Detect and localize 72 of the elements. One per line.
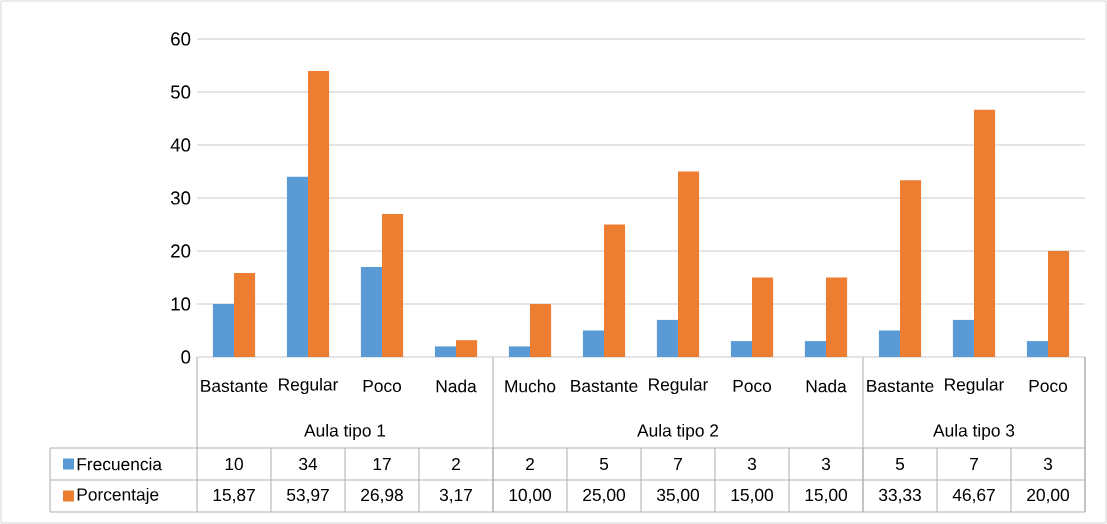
text: Aula tipo 1	[304, 423, 386, 441]
bar	[456, 340, 478, 357]
bar	[678, 171, 700, 357]
y-tick-label: 0	[181, 350, 191, 364]
x-tick-label: Poco	[1029, 379, 1068, 393]
bar	[826, 277, 848, 357]
bar	[1048, 250, 1070, 357]
data-label: 25,00	[583, 488, 626, 504]
x-tick-label: Regular	[279, 377, 339, 395]
data-label: 15,87	[213, 488, 255, 504]
bar	[952, 319, 974, 357]
bar	[508, 346, 531, 357]
x-tick-label: Bastante	[571, 379, 638, 393]
bar	[752, 277, 774, 357]
legend-label: Frecuencia	[77, 457, 163, 471]
data-label: 3	[1043, 457, 1053, 471]
y-tick-label: 50	[170, 85, 191, 99]
bar	[234, 272, 256, 357]
bar	[878, 330, 900, 357]
y-tick-label: 40	[170, 138, 191, 152]
data-label: 2	[452, 457, 460, 471]
data-label: 15,00	[731, 488, 774, 504]
bar	[382, 214, 404, 357]
data-label: 15,00	[805, 488, 848, 504]
data-label: 3	[821, 457, 831, 471]
bar	[804, 341, 826, 357]
data-label: 10	[225, 457, 243, 471]
x-tick-label: Poco	[733, 379, 772, 393]
y-tick-label: 10	[171, 297, 191, 311]
bar	[1026, 341, 1048, 357]
x-tick-label: Nada	[806, 379, 847, 393]
bar	[604, 224, 626, 357]
bar	[286, 176, 309, 357]
bar	[900, 180, 922, 357]
data-label: 20,00	[1027, 488, 1070, 504]
x-tick-label: Mucho	[505, 379, 556, 393]
data-label: 5	[599, 457, 609, 471]
y-tick-label: 20	[171, 244, 191, 258]
bar	[212, 303, 235, 357]
text: Aula tipo 3	[933, 423, 1015, 441]
data-label: 33,33	[878, 488, 921, 504]
bar	[582, 330, 604, 357]
legend-label: Porcentaje	[77, 487, 159, 505]
data-label: 35,00	[656, 488, 700, 504]
y-tick-label: 60	[171, 32, 191, 46]
x-tick-label: Bastante	[867, 379, 934, 393]
bar	[656, 319, 678, 357]
data-label: 34	[299, 457, 318, 471]
data-label: 2	[526, 457, 534, 471]
text: Aula tipo 2	[637, 423, 719, 441]
x-tick-label: Bastante	[201, 379, 268, 393]
bar	[974, 109, 996, 357]
x-tick-label: Poco	[363, 379, 402, 393]
data-label: 10,00	[509, 488, 552, 504]
data-label: 17	[373, 458, 391, 470]
data-label: 53,97	[287, 488, 329, 504]
data-label: 7	[970, 458, 978, 470]
bar	[530, 303, 552, 357]
data-label: 46,67	[952, 488, 995, 504]
x-tick-label: Nada	[436, 379, 477, 393]
x-tick-label: Regular	[945, 377, 1005, 395]
data-label: 3	[747, 457, 757, 471]
y-tick-label: 30	[170, 191, 191, 205]
bar	[360, 266, 383, 357]
data-label: 5	[895, 457, 905, 471]
data-label: 26,98	[361, 488, 403, 504]
data-label: 3,17	[439, 488, 472, 504]
bar	[730, 341, 752, 357]
bar	[308, 70, 330, 357]
bar	[434, 346, 457, 357]
data-label: 7	[674, 458, 682, 470]
x-tick-label: Regular	[649, 377, 709, 395]
